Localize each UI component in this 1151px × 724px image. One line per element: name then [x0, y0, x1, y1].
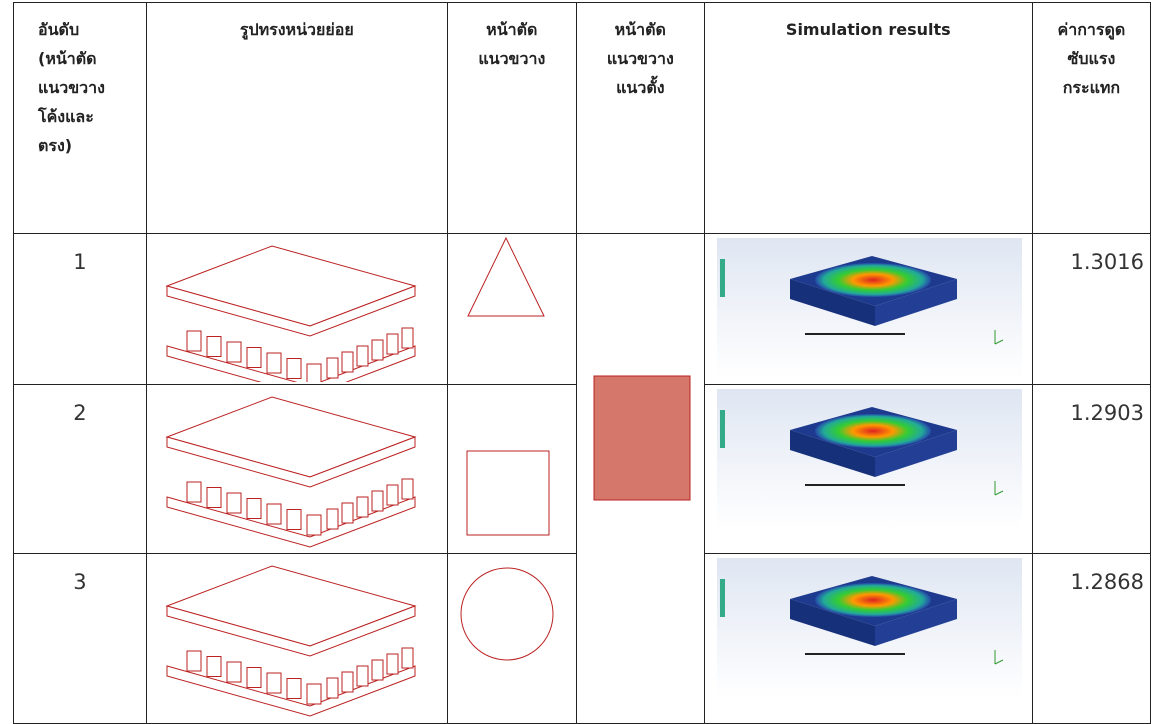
simulation-image	[716, 238, 1022, 378]
rank: 3	[13, 553, 147, 724]
header-line: ค่าการดูด	[1057, 20, 1126, 39]
header-cell: ค่าการดูดซับแรงกระแทก	[1031, 2, 1151, 234]
simulation-image	[716, 389, 1022, 529]
panel-drawing	[165, 565, 417, 717]
value: 1.2903	[1031, 384, 1151, 554]
vertical-section	[575, 233, 705, 724]
header-line: แนวขวาง	[478, 49, 546, 68]
cross-section	[446, 384, 577, 554]
unit-shape	[145, 553, 448, 724]
simulation	[703, 384, 1033, 554]
row: 3 1.2868	[13, 553, 1151, 724]
row: 2 1.2903	[13, 384, 1151, 554]
value: 1.2868	[1031, 553, 1151, 724]
panel-drawing	[165, 245, 417, 382]
header-line: โค้งและ	[38, 107, 94, 126]
header-line: กระแทก	[1062, 78, 1121, 97]
header-cell: หน้าตัดแนวขวาง	[446, 2, 577, 234]
header-line: Simulation results	[785, 20, 951, 39]
header-line: (หน้าตัด	[38, 49, 97, 68]
header-line: ตรง)	[38, 136, 73, 155]
header-line: แนวขวาง	[606, 49, 674, 68]
header-line: หน้าตัด	[614, 20, 666, 39]
panel-drawing	[165, 396, 417, 548]
simulation	[703, 553, 1033, 724]
rank: 1	[13, 233, 147, 385]
header-cell: Simulation results	[703, 2, 1033, 234]
unit-shape	[145, 233, 448, 385]
header-line: อันดับ	[38, 20, 80, 39]
rank: 2	[13, 384, 147, 554]
header-line: แนวตั้ง	[616, 78, 665, 97]
circle	[460, 567, 554, 661]
results-table: อันดับ (หน้าตัด แนวขวาง โค้งและ ตรง) รูปทรงห…	[13, 2, 1151, 724]
header-cell: หน้าตัดแนวขวางแนวตั้ง	[575, 2, 705, 234]
header-cell: อันดับ (หน้าตัดแนวขวางโค้งและตรง)	[13, 2, 147, 234]
cross-section	[446, 553, 577, 724]
cross-section	[446, 233, 577, 385]
value: 1.3016	[1031, 233, 1151, 385]
header-row: อันดับ (หน้าตัด แนวขวาง โค้งและ ตรง) รูปทรงห…	[13, 2, 1151, 234]
row: 1 1.3016	[13, 233, 1151, 724]
header-line: รูปทรงหน่วยย่อย	[239, 20, 354, 39]
header-line: หน้าตัด	[486, 20, 538, 39]
triangle	[466, 236, 545, 317]
simulation-image	[716, 558, 1022, 698]
header-cell: รูปทรงหน่วยย่อย	[145, 2, 448, 234]
rectangle	[593, 375, 691, 501]
header-line: แนวขวาง	[38, 78, 105, 97]
unit-shape	[145, 384, 448, 554]
simulation	[703, 233, 1033, 385]
header-line: ซับแรง	[1067, 49, 1116, 68]
square	[466, 450, 550, 536]
